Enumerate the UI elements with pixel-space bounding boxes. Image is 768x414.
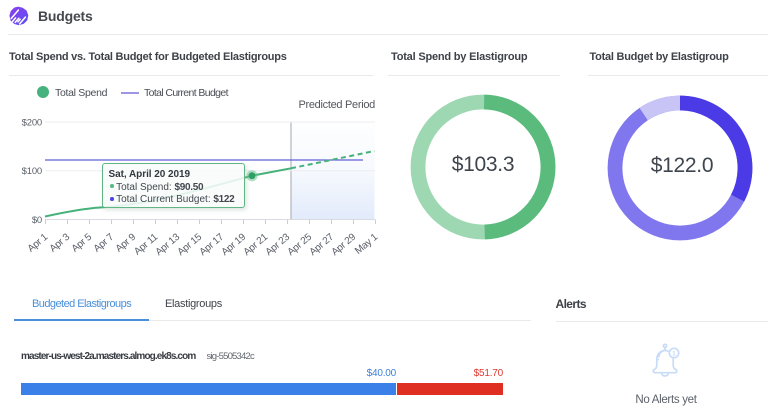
svg-text:$0: $0	[32, 215, 42, 226]
svg-text:Apr 3: Apr 3	[48, 231, 73, 254]
svg-text:Apr 7: Apr 7	[92, 231, 117, 254]
svg-text:$100: $100	[22, 166, 42, 177]
svg-text:Apr 5: Apr 5	[70, 231, 95, 254]
svg-text:$103.3: $103.3	[452, 153, 514, 176]
svg-text:Apr 29: Apr 29	[330, 231, 359, 258]
svg-text:May 1: May 1	[353, 231, 380, 256]
svg-text:$200: $200	[22, 117, 42, 128]
svg-text:Apr 1: Apr 1	[26, 231, 51, 254]
svg-text:1: 1	[672, 350, 676, 357]
svg-text:$122.0: $122.0	[651, 154, 713, 177]
